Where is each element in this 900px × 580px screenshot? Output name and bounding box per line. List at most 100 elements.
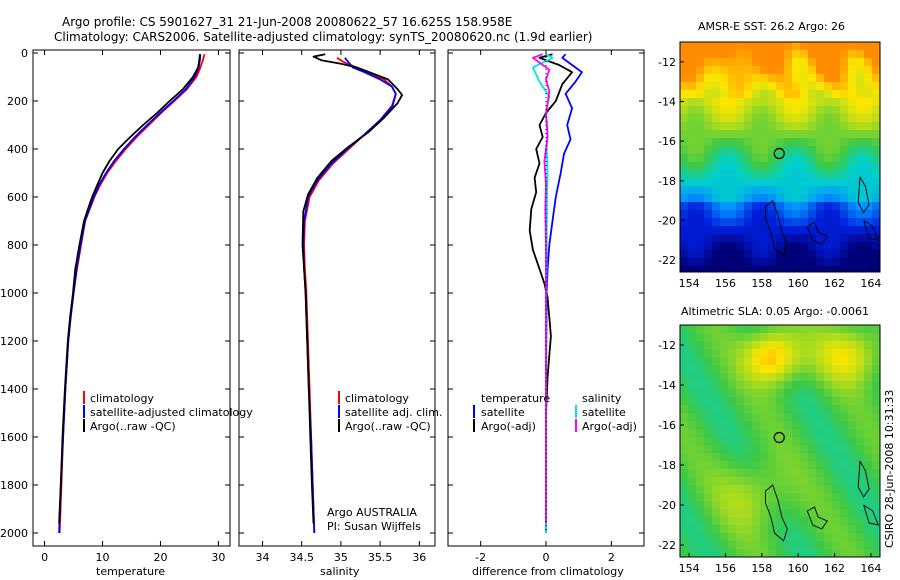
map-cell (760, 397, 769, 406)
map-cell (800, 90, 809, 99)
map-cell (776, 218, 785, 227)
map-cell (768, 325, 777, 334)
map-cell (680, 266, 689, 272)
map-cell (784, 389, 793, 398)
map-cell (864, 242, 873, 251)
map-cell (776, 493, 785, 502)
map-cell (872, 146, 880, 155)
map-cell (768, 66, 777, 75)
map-cell (712, 122, 721, 131)
map-cell (784, 517, 793, 526)
map-cell (696, 373, 705, 382)
map-cell (784, 170, 793, 179)
difference-legend: temperature satellite Argo(-adj) salinit… (473, 392, 637, 433)
map-cell (712, 437, 721, 446)
map-cell (696, 485, 705, 494)
map-cell (816, 445, 825, 454)
map-cell (688, 365, 697, 374)
map-cell (696, 258, 705, 267)
map-cell (688, 250, 697, 259)
map-cell (832, 389, 841, 398)
map-cell (744, 437, 753, 446)
map-cell (752, 461, 761, 470)
map-cell (800, 202, 809, 211)
map-cell (760, 333, 769, 342)
map-cell (720, 509, 729, 518)
map-cell (840, 74, 849, 83)
map-cell (736, 266, 745, 272)
map-cell (808, 437, 817, 446)
map-cell (784, 210, 793, 219)
map-cell (704, 74, 713, 83)
map-cell (744, 509, 753, 518)
map-cell (872, 186, 880, 195)
map-cell (680, 250, 689, 259)
map-cell (744, 146, 753, 155)
map-cell (696, 357, 705, 366)
map-cell (808, 373, 817, 382)
map-cell (856, 501, 865, 510)
map-cell (824, 242, 833, 251)
map-cell (840, 517, 849, 526)
map-cell (872, 194, 880, 203)
map-cell (832, 541, 841, 550)
map-cell (720, 178, 729, 187)
map-cell (704, 405, 713, 414)
map-cell (832, 509, 841, 518)
map-cell (832, 194, 841, 203)
map-cell (800, 130, 809, 139)
map-cell (784, 98, 793, 107)
map-cell (696, 509, 705, 518)
map-cell (680, 333, 689, 342)
map-cell (856, 517, 865, 526)
map-cell (784, 421, 793, 430)
map-cell (736, 389, 745, 398)
map-cell (832, 178, 841, 187)
map-cell (784, 373, 793, 382)
map-cell (696, 325, 705, 334)
map-cell (800, 258, 809, 267)
map-cell (776, 178, 785, 187)
map-cell (872, 437, 880, 446)
map-cell (728, 106, 737, 115)
map-cell (808, 138, 817, 147)
map-cell (776, 82, 785, 91)
map-cell (728, 485, 737, 494)
map-cell (688, 333, 697, 342)
map-cell (736, 218, 745, 227)
map-cell (832, 357, 841, 366)
map-cell (848, 365, 857, 374)
map-cell (744, 114, 753, 123)
map-cell (840, 341, 849, 350)
x-tick-label: 0 (543, 551, 550, 564)
map-cell (704, 234, 713, 243)
map-cell (680, 501, 689, 510)
map-cell (840, 58, 849, 67)
map-cell (784, 413, 793, 422)
map-cell (824, 210, 833, 219)
map-cell (712, 485, 721, 494)
map-frame (679, 41, 881, 273)
map-cell (736, 74, 745, 83)
map-cell (744, 98, 753, 107)
map-cell (696, 186, 705, 195)
map-cell (688, 533, 697, 542)
map-cell (784, 50, 793, 59)
map-cell (824, 258, 833, 267)
y-tick-label: -20 (658, 214, 676, 227)
map-cell (728, 58, 737, 67)
map-cell (808, 397, 817, 406)
map-cell (688, 501, 697, 510)
map-cell (776, 517, 785, 526)
map-cell (792, 341, 801, 350)
map-cell (712, 533, 721, 542)
map-cell (728, 250, 737, 259)
map-cell (744, 154, 753, 163)
map-cell (800, 82, 809, 91)
map-cell (840, 218, 849, 227)
map-cell (704, 242, 713, 251)
map-cell (840, 477, 849, 486)
map-cell (720, 413, 729, 422)
map-cell (848, 226, 857, 235)
map-cell (824, 341, 833, 350)
